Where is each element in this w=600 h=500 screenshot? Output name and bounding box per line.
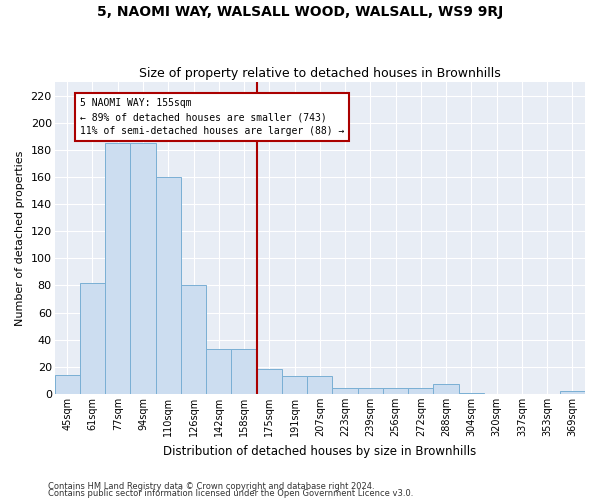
Bar <box>105 143 130 394</box>
Bar <box>332 388 358 394</box>
Bar <box>433 384 459 394</box>
Bar <box>560 391 585 394</box>
Text: Contains public sector information licensed under the Open Government Licence v3: Contains public sector information licen… <box>48 489 413 498</box>
Bar <box>80 282 105 394</box>
Bar <box>257 370 282 394</box>
Text: Contains HM Land Registry data © Crown copyright and database right 2024.: Contains HM Land Registry data © Crown c… <box>48 482 374 491</box>
Y-axis label: Number of detached properties: Number of detached properties <box>15 150 25 326</box>
Bar <box>130 143 155 394</box>
Bar <box>307 376 332 394</box>
Bar <box>155 177 181 394</box>
Text: 5, NAOMI WAY, WALSALL WOOD, WALSALL, WS9 9RJ: 5, NAOMI WAY, WALSALL WOOD, WALSALL, WS9… <box>97 5 503 19</box>
Bar <box>206 349 232 394</box>
Text: 5 NAOMI WAY: 155sqm
← 89% of detached houses are smaller (743)
11% of semi-detac: 5 NAOMI WAY: 155sqm ← 89% of detached ho… <box>80 98 344 136</box>
Bar <box>232 349 257 394</box>
Bar <box>383 388 408 394</box>
Bar <box>282 376 307 394</box>
Bar <box>408 388 433 394</box>
Bar <box>55 375 80 394</box>
Bar <box>358 388 383 394</box>
Bar <box>181 286 206 394</box>
X-axis label: Distribution of detached houses by size in Brownhills: Distribution of detached houses by size … <box>163 444 476 458</box>
Title: Size of property relative to detached houses in Brownhills: Size of property relative to detached ho… <box>139 66 500 80</box>
Bar <box>459 392 484 394</box>
